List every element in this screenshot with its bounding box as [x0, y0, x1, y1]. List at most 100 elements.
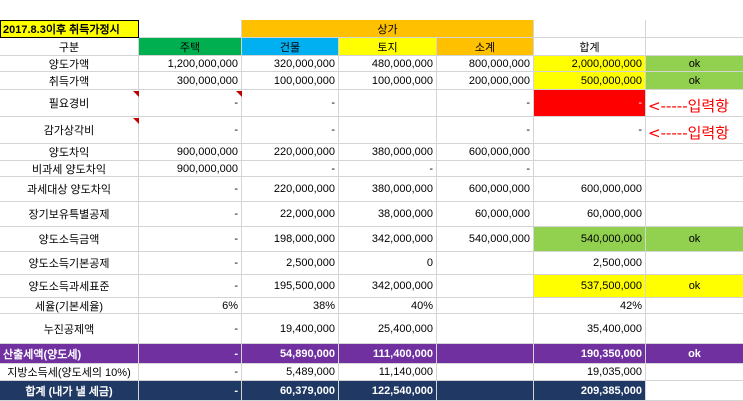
check-cell[interactable] — [646, 117, 743, 144]
house-cell[interactable]: - — [139, 117, 242, 144]
building-cell[interactable]: - — [242, 161, 339, 177]
house-cell[interactable]: - — [139, 227, 242, 252]
building-cell[interactable]: 220,000,000 — [242, 177, 339, 202]
land-cell[interactable]: 40% — [339, 298, 437, 314]
row-label[interactable]: 지방소득세(양도세의 10%) — [0, 364, 139, 381]
building-cell[interactable]: - — [242, 117, 339, 144]
check-cell[interactable]: ok — [646, 72, 743, 90]
check-cell[interactable]: ok — [646, 56, 743, 72]
check-cell[interactable] — [646, 202, 743, 227]
check-cell[interactable]: ok — [646, 227, 743, 252]
total-cell[interactable]: 35,400,000 — [534, 314, 646, 344]
total-cell[interactable]: 42% — [534, 298, 646, 314]
subtotal-cell[interactable] — [437, 275, 534, 298]
building-cell[interactable]: 100,000,000 — [242, 72, 339, 90]
land-cell[interactable]: 480,000,000 — [339, 56, 437, 72]
empty-cell[interactable] — [534, 20, 646, 38]
land-cell[interactable]: 11,140,000 — [339, 364, 437, 381]
group-header-cell[interactable]: 상가 — [242, 20, 534, 38]
subtotal-cell[interactable] — [437, 298, 534, 314]
land-cell[interactable]: 122,540,000 — [339, 381, 437, 401]
header-total[interactable]: 합계 — [534, 38, 646, 56]
land-cell[interactable]: 25,400,000 — [339, 314, 437, 344]
total-cell[interactable]: 209,385,000 — [534, 381, 646, 401]
total-cell[interactable]: - — [534, 117, 646, 144]
house-cell[interactable]: - — [139, 252, 242, 275]
total-cell[interactable]: 540,000,000 — [534, 227, 646, 252]
house-cell[interactable]: - — [139, 364, 242, 381]
check-cell[interactable]: ok — [646, 275, 743, 298]
row-label[interactable]: 누진공제액 — [0, 314, 139, 344]
subtotal-cell[interactable]: - — [437, 90, 534, 117]
check-cell[interactable] — [646, 364, 743, 381]
header-building[interactable]: 건물 — [242, 38, 339, 56]
check-cell[interactable] — [646, 252, 743, 275]
subtotal-cell[interactable] — [437, 364, 534, 381]
sheet-title-cell[interactable]: 2017.8.3이후 취득가정시 — [0, 20, 139, 38]
building-cell[interactable]: 19,400,000 — [242, 314, 339, 344]
empty-cell[interactable] — [139, 20, 242, 38]
land-cell[interactable]: 342,000,000 — [339, 227, 437, 252]
row-label[interactable]: 양도소득금액 — [0, 227, 139, 252]
house-cell[interactable]: - — [139, 177, 242, 202]
building-cell[interactable]: 5,489,000 — [242, 364, 339, 381]
row-label[interactable]: 합계 (내가 낼 세금) — [0, 381, 139, 401]
land-cell[interactable]: 111,400,000 — [339, 344, 437, 364]
building-cell[interactable]: 320,000,000 — [242, 56, 339, 72]
row-label[interactable]: 산출세액(양도세) — [0, 344, 139, 364]
row-label[interactable]: 과세대상 양도차익 — [0, 177, 139, 202]
total-cell[interactable] — [534, 161, 646, 177]
building-cell[interactable]: - — [242, 90, 339, 117]
house-cell[interactable]: 1,200,000,000 — [139, 56, 242, 72]
check-cell[interactable] — [646, 314, 743, 344]
check-cell[interactable] — [646, 298, 743, 314]
subtotal-cell[interactable]: 600,000,000 — [437, 144, 534, 161]
subtotal-cell[interactable] — [437, 252, 534, 275]
total-cell[interactable]: 190,350,000 — [534, 344, 646, 364]
row-label[interactable]: 비과세 양도차익 — [0, 161, 139, 177]
empty-cell[interactable] — [646, 20, 743, 38]
header-subtotal[interactable]: 소계 — [437, 38, 534, 56]
check-cell[interactable]: ok — [646, 344, 743, 364]
row-label[interactable]: 양도소득기본공제 — [0, 252, 139, 275]
house-cell[interactable]: - — [139, 275, 242, 298]
land-cell[interactable]: 0 — [339, 252, 437, 275]
house-cell[interactable]: 6% — [139, 298, 242, 314]
total-cell[interactable]: 2,500,000 — [534, 252, 646, 275]
row-label[interactable]: 양도차익 — [0, 144, 139, 161]
land-cell[interactable]: 380,000,000 — [339, 144, 437, 161]
row-label[interactable]: 양도소득과세표준 — [0, 275, 139, 298]
total-cell[interactable]: 600,000,000 — [534, 177, 646, 202]
total-cell[interactable]: 19,035,000 — [534, 364, 646, 381]
check-cell[interactable] — [646, 381, 743, 401]
check-cell[interactable] — [646, 144, 743, 161]
row-label[interactable]: 장기보유특별공제 — [0, 202, 139, 227]
total-cell[interactable]: 2,000,000,000 — [534, 56, 646, 72]
building-cell[interactable]: 198,000,000 — [242, 227, 339, 252]
header-house[interactable]: 주택 — [139, 38, 242, 56]
subtotal-cell[interactable]: - — [437, 117, 534, 144]
building-cell[interactable]: 220,000,000 — [242, 144, 339, 161]
subtotal-cell[interactable] — [437, 314, 534, 344]
house-cell[interactable]: - — [139, 90, 242, 117]
subtotal-cell[interactable] — [437, 344, 534, 364]
land-cell[interactable] — [339, 117, 437, 144]
house-cell[interactable]: 900,000,000 — [139, 161, 242, 177]
check-cell[interactable] — [646, 161, 743, 177]
row-label[interactable]: 취득가액 — [0, 72, 139, 90]
empty-cell[interactable] — [646, 38, 743, 56]
check-cell[interactable] — [646, 90, 743, 117]
subtotal-cell[interactable]: 540,000,000 — [437, 227, 534, 252]
total-cell[interactable]: 500,000,000 — [534, 72, 646, 90]
house-cell[interactable]: - — [139, 344, 242, 364]
total-cell[interactable]: 537,500,000 — [534, 275, 646, 298]
subtotal-cell[interactable]: 800,000,000 — [437, 56, 534, 72]
header-category[interactable]: 구분 — [0, 38, 139, 56]
subtotal-cell[interactable]: 600,000,000 — [437, 177, 534, 202]
house-cell[interactable]: - — [139, 381, 242, 401]
building-cell[interactable]: 38% — [242, 298, 339, 314]
total-cell[interactable]: - — [534, 90, 646, 117]
total-cell[interactable]: 60,000,000 — [534, 202, 646, 227]
building-cell[interactable]: 2,500,000 — [242, 252, 339, 275]
row-label[interactable]: 필요경비 — [0, 90, 139, 117]
